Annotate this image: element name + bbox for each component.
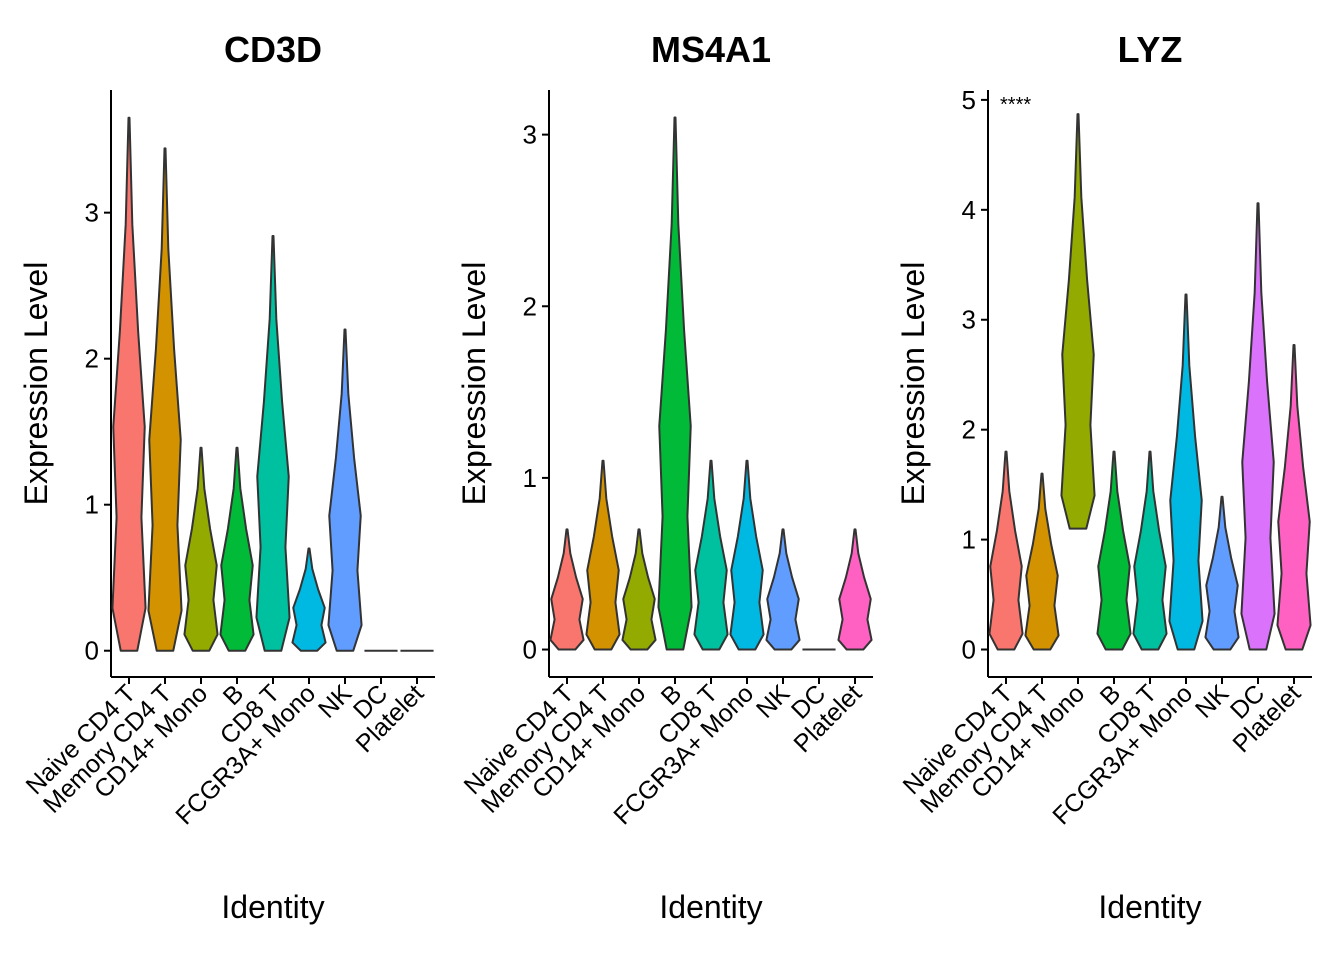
violin — [1168, 293, 1204, 651]
violin — [988, 450, 1024, 651]
x-axis-label: Identity — [1098, 889, 1201, 925]
violin — [1024, 472, 1060, 651]
panel-title: CD3D — [224, 29, 322, 70]
y-tick-label: 2 — [962, 415, 976, 445]
y-tick-label: 1 — [85, 490, 99, 520]
y-tick-label: 3 — [85, 198, 99, 228]
violin — [1204, 495, 1240, 651]
y-tick-label: 1 — [962, 525, 976, 555]
violin — [657, 116, 693, 651]
violin — [147, 147, 183, 652]
violin — [1060, 113, 1096, 530]
violin — [729, 459, 765, 651]
violin — [765, 528, 801, 651]
violin — [183, 446, 219, 652]
y-axis-label: Expression Level — [456, 262, 492, 506]
violin — [327, 328, 363, 652]
y-tick-label: 3 — [962, 305, 976, 335]
violin — [1240, 202, 1276, 651]
x-axis-label: Identity — [659, 889, 762, 925]
annotation: **** — [1000, 94, 1031, 116]
y-tick-label: 0 — [962, 635, 976, 665]
violin — [837, 528, 873, 651]
violin — [291, 547, 327, 652]
violin — [621, 528, 657, 651]
y-tick-label: 4 — [962, 195, 976, 225]
violin — [255, 235, 291, 652]
violin — [585, 459, 621, 651]
violin — [111, 116, 147, 652]
violin — [1096, 450, 1132, 651]
y-tick-label: 5 — [962, 85, 976, 115]
violin — [549, 528, 585, 651]
violin — [219, 446, 255, 652]
y-tick-label: 2 — [85, 344, 99, 374]
y-tick-label: 0 — [523, 635, 537, 665]
y-axis-label: Expression Level — [18, 262, 54, 506]
y-tick-label: 2 — [523, 291, 537, 321]
y-tick-label: 0 — [85, 636, 99, 666]
y-tick-label: 1 — [523, 463, 537, 493]
y-axis-label: Expression Level — [895, 262, 931, 506]
violin — [1276, 344, 1312, 651]
panel-title: LYZ — [1118, 29, 1183, 70]
x-axis-label: Identity — [221, 889, 324, 925]
y-tick-label: 3 — [523, 120, 537, 150]
violin — [693, 459, 729, 651]
violin — [1132, 450, 1168, 651]
panel-title: MS4A1 — [651, 29, 771, 70]
